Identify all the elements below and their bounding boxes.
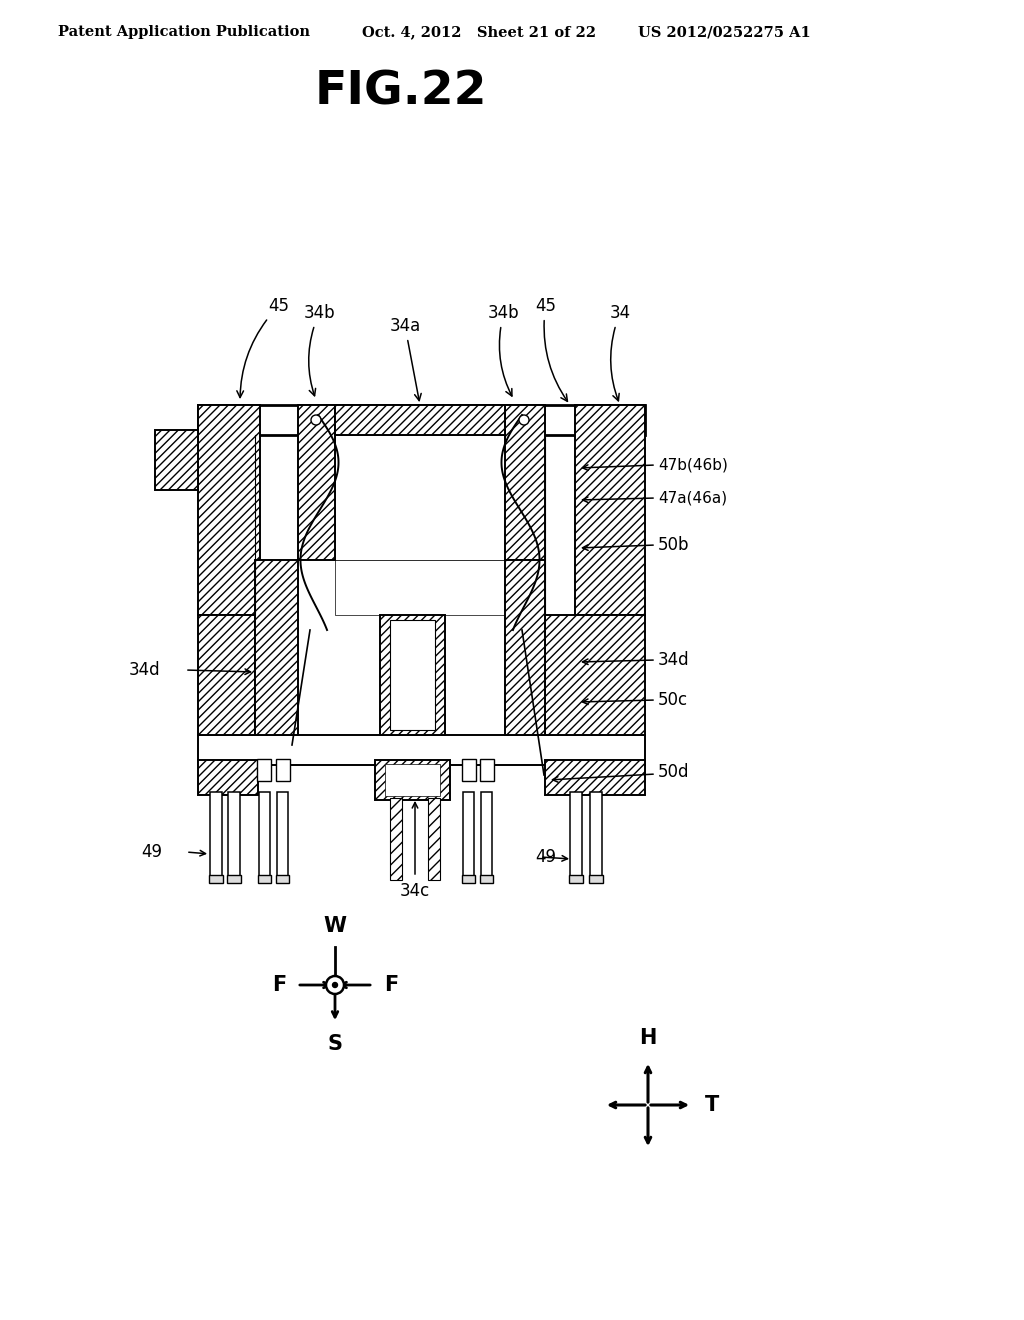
Bar <box>375 760 450 800</box>
Text: F: F <box>384 975 398 995</box>
Text: Oct. 4, 2012   Sheet 21 of 22: Oct. 4, 2012 Sheet 21 of 22 <box>362 25 596 40</box>
Text: 34b: 34b <box>488 304 519 396</box>
Bar <box>198 405 260 615</box>
Text: 34c: 34c <box>400 882 430 900</box>
Bar <box>505 405 545 560</box>
Bar <box>462 759 476 781</box>
Text: F: F <box>271 975 286 995</box>
Bar <box>210 792 222 880</box>
Bar <box>463 792 474 880</box>
Bar <box>209 875 223 883</box>
Bar <box>481 792 492 880</box>
Bar <box>228 792 240 880</box>
Bar <box>198 615 255 735</box>
Text: 45: 45 <box>237 297 289 397</box>
Bar <box>276 759 290 781</box>
Text: 47b(46b): 47b(46b) <box>658 458 728 473</box>
Bar <box>570 792 582 880</box>
Circle shape <box>333 982 338 987</box>
Bar <box>278 792 288 880</box>
Text: 34d: 34d <box>128 661 160 678</box>
Bar <box>385 764 440 796</box>
Circle shape <box>519 414 529 425</box>
Text: 50b: 50b <box>658 536 689 554</box>
Text: 49: 49 <box>141 843 162 861</box>
Text: 50c: 50c <box>658 690 688 709</box>
Bar <box>258 875 271 883</box>
Bar <box>390 799 402 880</box>
Text: W: W <box>324 916 346 936</box>
Text: 34d: 34d <box>658 651 689 669</box>
Text: S: S <box>328 1034 342 1053</box>
Bar <box>335 405 505 436</box>
Text: 47a(46a): 47a(46a) <box>658 491 727 506</box>
Text: 34a: 34a <box>389 317 421 400</box>
Bar <box>198 735 645 766</box>
Bar <box>390 620 435 730</box>
Bar <box>505 560 545 735</box>
Text: 34: 34 <box>609 304 631 401</box>
Bar <box>255 560 298 735</box>
Bar <box>257 759 271 781</box>
Bar <box>575 405 645 615</box>
Bar <box>480 759 494 781</box>
Bar <box>462 875 475 883</box>
Bar <box>480 875 493 883</box>
Bar <box>335 436 505 560</box>
Text: 34b: 34b <box>303 304 335 396</box>
Circle shape <box>326 975 344 994</box>
Bar <box>227 875 241 883</box>
Circle shape <box>311 414 321 425</box>
Text: 50d: 50d <box>658 763 689 781</box>
Bar <box>545 760 645 795</box>
Text: Patent Application Publication: Patent Application Publication <box>58 25 310 40</box>
Text: T: T <box>705 1096 719 1115</box>
Text: US 2012/0252275 A1: US 2012/0252275 A1 <box>638 25 811 40</box>
Bar <box>380 615 445 735</box>
Bar <box>276 875 289 883</box>
Bar <box>545 615 645 735</box>
Text: FIG.22: FIG.22 <box>315 70 487 115</box>
Bar <box>198 405 645 436</box>
Text: H: H <box>639 1028 656 1048</box>
Bar <box>259 792 270 880</box>
Bar <box>335 560 505 615</box>
Bar <box>590 792 602 880</box>
Bar <box>589 875 603 883</box>
Bar <box>155 430 198 490</box>
Bar <box>569 875 583 883</box>
Text: 45: 45 <box>535 297 567 401</box>
Text: 49: 49 <box>535 847 556 866</box>
Bar <box>298 405 335 560</box>
Bar <box>428 799 440 880</box>
Bar <box>198 760 258 795</box>
